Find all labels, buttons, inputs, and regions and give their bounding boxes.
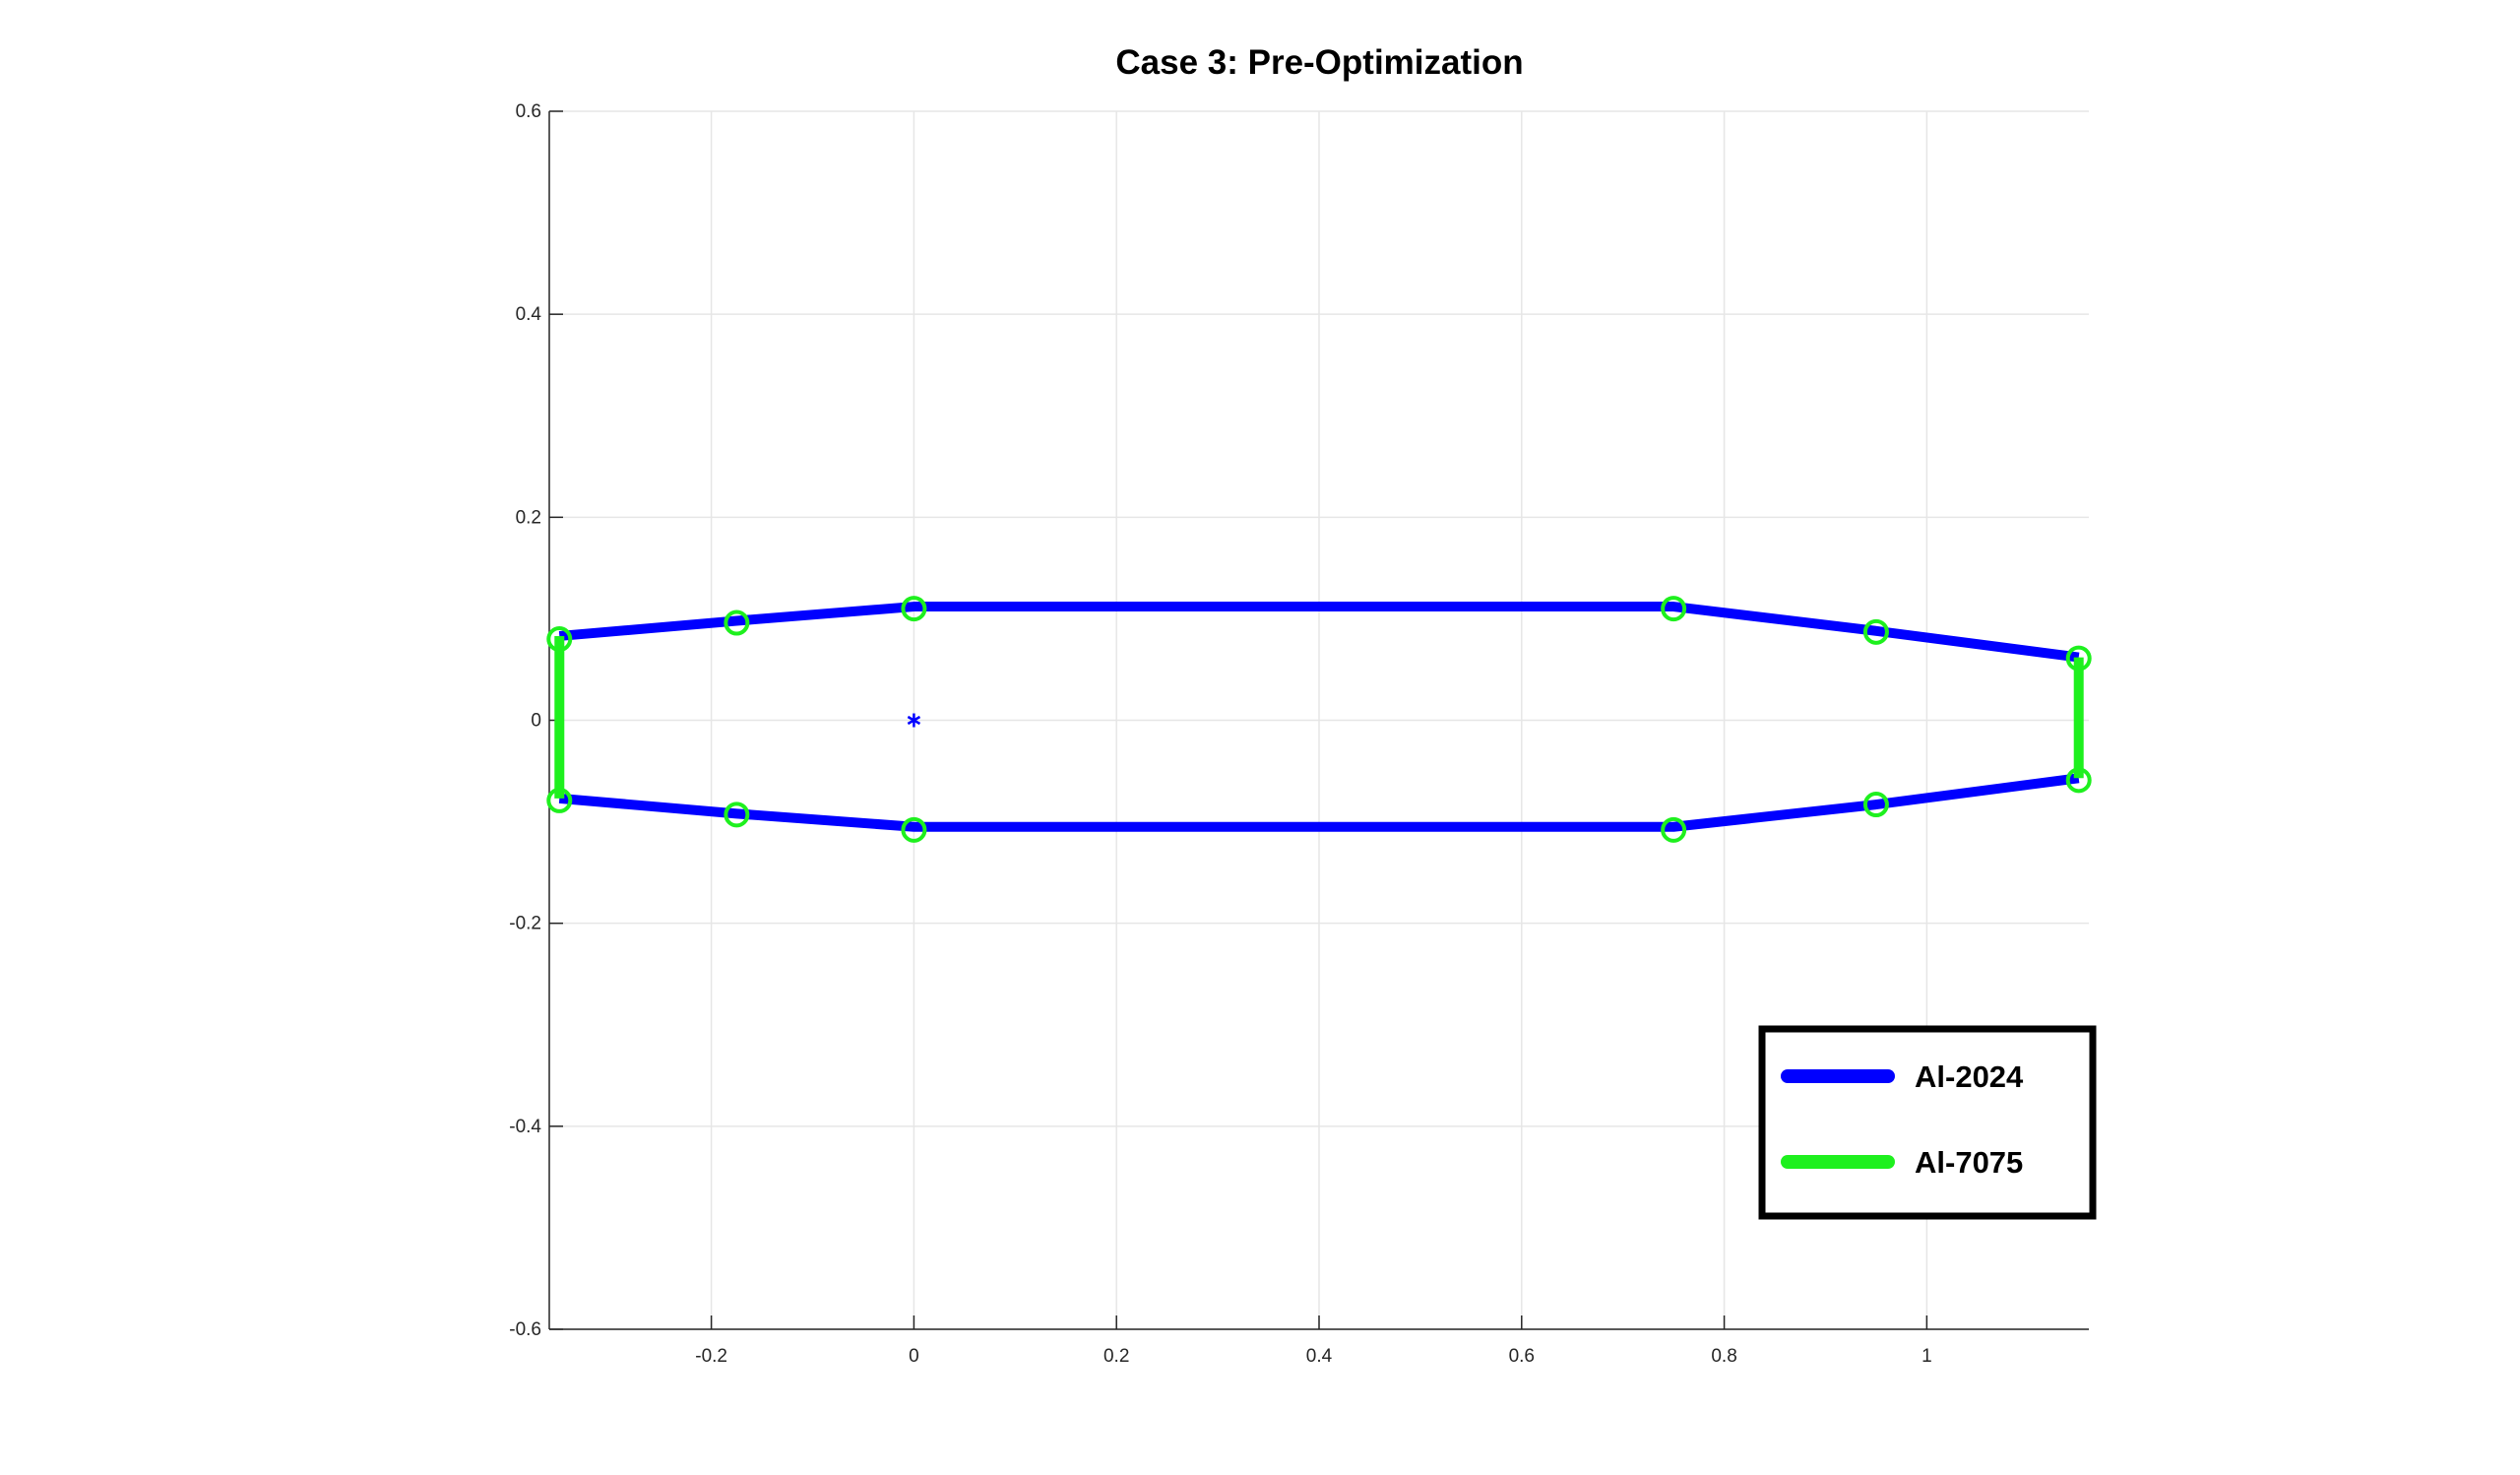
x-tick-label: 0.8 xyxy=(1711,1346,1736,1367)
node-marker xyxy=(546,787,573,813)
node-marker xyxy=(1862,792,1889,818)
y-tick-label: -0.2 xyxy=(509,914,541,934)
node-marker xyxy=(546,626,573,653)
node-marker xyxy=(724,609,750,636)
node-marker xyxy=(2065,767,2092,794)
y-tick-label: 0.6 xyxy=(516,101,541,122)
x-tick-label: 1 xyxy=(1922,1346,1932,1367)
y-tick-label: 0 xyxy=(531,711,541,732)
y-tick-label: 0.4 xyxy=(516,304,542,325)
x-tick-label: 0 xyxy=(909,1346,919,1367)
node-marker xyxy=(2065,645,2092,672)
y-tick-label: -0.4 xyxy=(509,1117,541,1137)
legend: Al-2024 Al-7075 xyxy=(1758,1025,2097,1220)
x-tick-label: 0.6 xyxy=(1509,1346,1535,1367)
node-marker xyxy=(901,816,927,843)
chart-title: Case 3: Pre-Optimization xyxy=(1115,43,1524,82)
y-tick-label: 0.2 xyxy=(516,507,541,528)
legend-label: Al-7075 xyxy=(1915,1145,2023,1180)
x-tick-label: 0.4 xyxy=(1306,1346,1333,1367)
node-marker xyxy=(724,802,750,828)
y-tick-label: -0.6 xyxy=(509,1319,541,1340)
x-tick-label: 0.2 xyxy=(1103,1346,1129,1367)
node-marker xyxy=(1862,618,1889,645)
centroid-marker-stroke xyxy=(907,715,921,726)
series-layer xyxy=(554,602,2084,832)
node-marker xyxy=(1661,816,1687,843)
node-marker xyxy=(901,596,927,622)
axes: -0.2 0 0.2 0.4 0.6 0.8 1 -0.6 -0.4 -0.2 0 0.2 0.4 0.6 xyxy=(509,101,2089,1367)
node-marker xyxy=(1661,596,1687,622)
centroid-marker xyxy=(907,713,921,728)
legend-box xyxy=(1758,1025,2097,1220)
marker-layer xyxy=(546,596,2092,843)
series-al-2024-line xyxy=(558,602,2080,663)
x-tick-label: -0.2 xyxy=(695,1346,727,1367)
series-al-2024-line xyxy=(558,773,2080,832)
legend-label: Al-2024 xyxy=(1915,1059,2024,1094)
